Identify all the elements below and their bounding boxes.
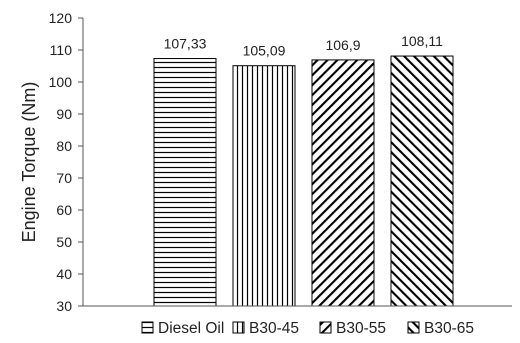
data-label: 105,09 [243,43,286,59]
bars-group [153,55,454,307]
data-label: 107,33 [164,36,207,52]
legend-swatch [232,321,245,334]
bar-b30-45 [232,65,296,307]
bar-b30-55 [311,59,375,307]
legend-label: B30-65 [424,320,474,337]
y-tick-label: 40 [56,266,72,282]
legend-swatch [407,321,420,334]
y-tick-label: 110 [50,42,73,58]
data-label: 108,11 [401,33,443,49]
y-tick-label: 120 [49,10,73,26]
bar-diesel-oil [153,58,217,307]
y-tick-label: 60 [56,202,72,218]
data-labels-group: 107,33 105,09 106,9 108,11 [164,33,444,59]
y-tick-label: 30 [56,298,72,314]
y-axis-title: Engine Torque (Nm) [19,82,39,243]
legend-swatch [319,321,332,334]
y-tick-label: 80 [56,138,72,154]
data-label: 106,9 [325,37,360,53]
legend-label: B30-55 [336,320,386,337]
y-tick-label: 100 [49,74,73,90]
y-axis-ticks: 30 40 50 60 70 80 90 100 110 120 [49,10,83,314]
legend-swatch [141,321,154,334]
legend-label: Diesel Oil [158,320,224,337]
y-tick-label: 90 [56,106,72,122]
bar-b30-65 [390,55,454,307]
y-tick-label: 70 [56,170,72,186]
legend-label: B30-45 [249,320,299,337]
legend: Diesel Oil B30-45 B30-55 B30-65 [141,320,474,337]
y-tick-label: 50 [56,234,72,250]
